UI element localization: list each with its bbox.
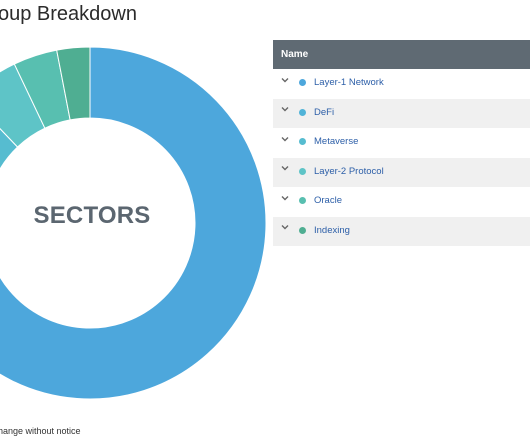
chevron-down-icon[interactable] (281, 194, 289, 202)
row-label[interactable]: Metaverse (314, 136, 359, 148)
page-title: oup Breakdown (0, 3, 137, 25)
legend-dot (299, 226, 306, 234)
donut-slice-layer-1-network[interactable] (0, 46, 267, 400)
table-row[interactable]: Layer-1 Network (273, 69, 530, 99)
legend-dot (299, 108, 306, 116)
legend-dot (299, 138, 306, 146)
disclaimer-footnote: hange without notice (0, 426, 81, 436)
chevron-down-icon[interactable] (281, 105, 289, 113)
chevron-down-icon[interactable] (281, 164, 289, 172)
table-body: Layer-1 Network DeFi Metaverse Layer-2 Prot… (273, 69, 530, 246)
row-label[interactable]: DeFi (314, 106, 335, 118)
chevron-down-icon[interactable] (281, 76, 289, 84)
legend-dot (299, 79, 306, 87)
table-row[interactable]: Layer-2 Protocol (273, 157, 530, 187)
table-row[interactable]: Oracle (273, 187, 530, 217)
chevron-down-icon[interactable] (281, 223, 289, 231)
table-header-name: Name (273, 40, 530, 69)
sector-table: Name Layer-1 Network DeFi Metaverse Layer-2… (273, 40, 530, 246)
sector-donut-chart (0, 46, 267, 400)
legend-dot (299, 197, 306, 205)
table-row[interactable]: Metaverse (273, 128, 530, 158)
row-label[interactable]: Oracle (314, 195, 342, 207)
table-row[interactable]: Indexing (273, 216, 530, 246)
donut-slice-metaverse[interactable] (0, 96, 19, 174)
donut-center-label: SECTORS (33, 202, 151, 229)
table-row[interactable]: DeFi (273, 98, 530, 128)
legend-dot (299, 167, 306, 175)
chevron-down-icon[interactable] (281, 135, 289, 143)
row-label[interactable]: Indexing (314, 224, 350, 236)
donut-slices (0, 46, 267, 400)
row-label[interactable]: Layer-1 Network (314, 77, 384, 89)
row-label[interactable]: Layer-2 Protocol (314, 165, 384, 177)
donut-slice-indexing[interactable] (56, 46, 91, 121)
